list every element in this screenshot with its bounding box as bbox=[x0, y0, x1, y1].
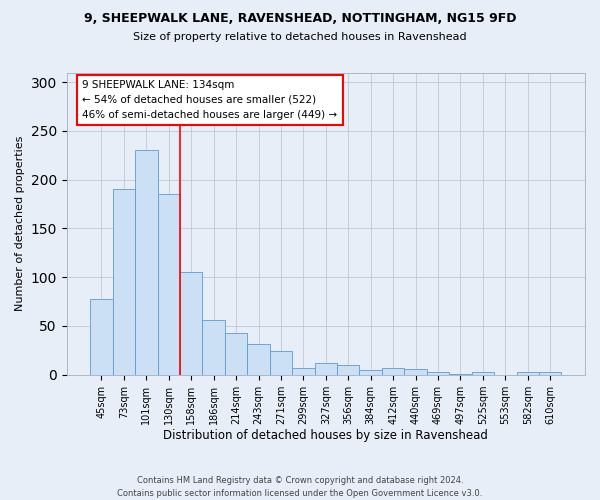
Bar bbox=[180, 272, 202, 374]
Y-axis label: Number of detached properties: Number of detached properties bbox=[15, 136, 25, 312]
Text: Size of property relative to detached houses in Ravenshead: Size of property relative to detached ho… bbox=[133, 32, 467, 42]
Bar bbox=[427, 372, 449, 374]
Text: 9, SHEEPWALK LANE, RAVENSHEAD, NOTTINGHAM, NG15 9FD: 9, SHEEPWALK LANE, RAVENSHEAD, NOTTINGHA… bbox=[84, 12, 516, 26]
Bar bbox=[225, 333, 247, 374]
Text: 9 SHEEPWALK LANE: 134sqm
← 54% of detached houses are smaller (522)
46% of semi-: 9 SHEEPWALK LANE: 134sqm ← 54% of detach… bbox=[82, 80, 337, 120]
Bar bbox=[404, 369, 427, 374]
Bar bbox=[247, 344, 270, 374]
Bar bbox=[337, 365, 359, 374]
Bar bbox=[202, 320, 225, 374]
Bar bbox=[158, 194, 180, 374]
Bar bbox=[539, 372, 562, 374]
Bar bbox=[517, 372, 539, 374]
Bar bbox=[472, 372, 494, 374]
Text: Contains HM Land Registry data © Crown copyright and database right 2024.
Contai: Contains HM Land Registry data © Crown c… bbox=[118, 476, 482, 498]
Bar bbox=[292, 368, 314, 374]
Bar bbox=[270, 352, 292, 374]
Bar bbox=[135, 150, 158, 374]
Bar bbox=[382, 368, 404, 374]
X-axis label: Distribution of detached houses by size in Ravenshead: Distribution of detached houses by size … bbox=[163, 430, 488, 442]
Bar bbox=[113, 190, 135, 374]
Bar bbox=[314, 363, 337, 374]
Bar bbox=[359, 370, 382, 374]
Bar bbox=[90, 298, 113, 374]
